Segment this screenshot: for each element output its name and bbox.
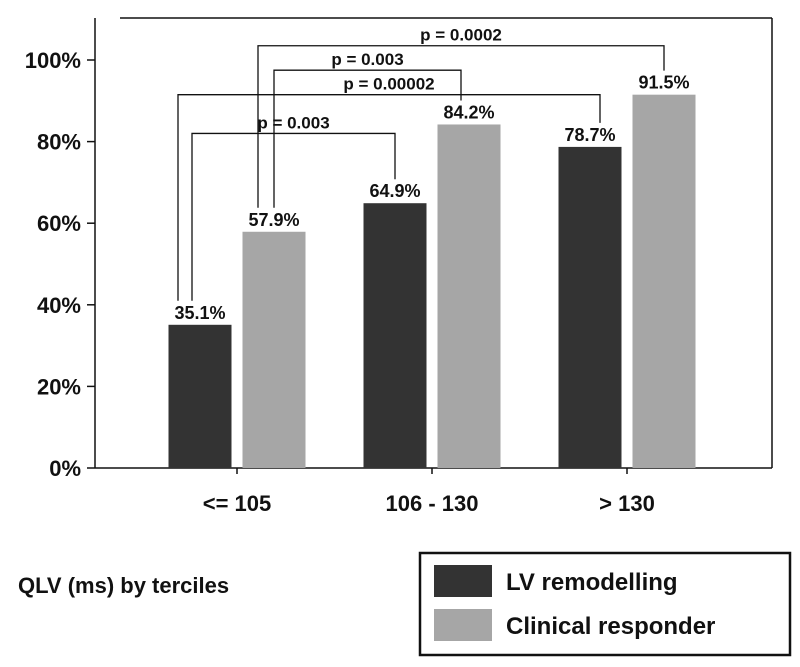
legend-swatch bbox=[434, 565, 492, 597]
axes-group: 0% 20% 40% 60% 80% 100% bbox=[25, 17, 773, 481]
y-tick-label: 20% bbox=[37, 374, 81, 399]
comparison-bracket bbox=[273, 69, 462, 208]
bar-value-label: 35.1% bbox=[174, 303, 225, 323]
comparison-bracket bbox=[177, 94, 601, 301]
y-tick-label: 60% bbox=[37, 211, 81, 236]
p-value-label: p = 0.0002 bbox=[420, 26, 502, 45]
legend-label: LV remodelling bbox=[506, 569, 678, 596]
bar-lv-remodelling bbox=[558, 146, 622, 469]
x-tick-label: 106 - 130 bbox=[386, 491, 479, 516]
bar-value-label: 64.9% bbox=[369, 181, 420, 201]
bar-clinical-responder bbox=[437, 124, 501, 469]
bar-lv-remodelling bbox=[168, 324, 232, 468]
comparisons-group: p = 0.003 p = 0.00002 p = 0.003 p = 0.0002 bbox=[177, 26, 665, 301]
y-tick-label: 80% bbox=[37, 130, 81, 155]
comparison-bracket bbox=[257, 45, 665, 208]
bar-value-label: 91.5% bbox=[638, 73, 689, 93]
p-value-label: p = 0.003 bbox=[257, 113, 329, 132]
bar-lv-remodelling bbox=[363, 203, 427, 468]
p-value-label: p = 0.00002 bbox=[343, 75, 434, 94]
bar-clinical-responder bbox=[632, 94, 696, 469]
labels-group: 35.1% 64.9% 78.7% 57.9% 84.2% 91.5% <= 105 106 … bbox=[174, 73, 689, 516]
x-axis-label: QLV (ms) by terciles bbox=[18, 573, 229, 598]
bar-clinical-responder bbox=[242, 231, 306, 468]
comparison-bracket bbox=[191, 132, 396, 301]
bar-value-label: 84.2% bbox=[443, 102, 494, 122]
legend: LV remodelling Clinical responder bbox=[418, 551, 792, 657]
bars-group bbox=[168, 94, 696, 469]
legend-label: Clinical responder bbox=[506, 613, 715, 640]
y-tick-label: 40% bbox=[37, 293, 81, 318]
x-tick-label: > 130 bbox=[599, 491, 655, 516]
y-tick-label: 0% bbox=[49, 456, 81, 481]
p-value-label: p = 0.003 bbox=[331, 50, 403, 69]
bar-value-label: 78.7% bbox=[564, 125, 615, 145]
x-tick-label: <= 105 bbox=[203, 491, 272, 516]
legend-swatch bbox=[434, 609, 492, 641]
y-tick-label: 100% bbox=[25, 48, 81, 73]
bar-value-label: 57.9% bbox=[248, 210, 299, 230]
